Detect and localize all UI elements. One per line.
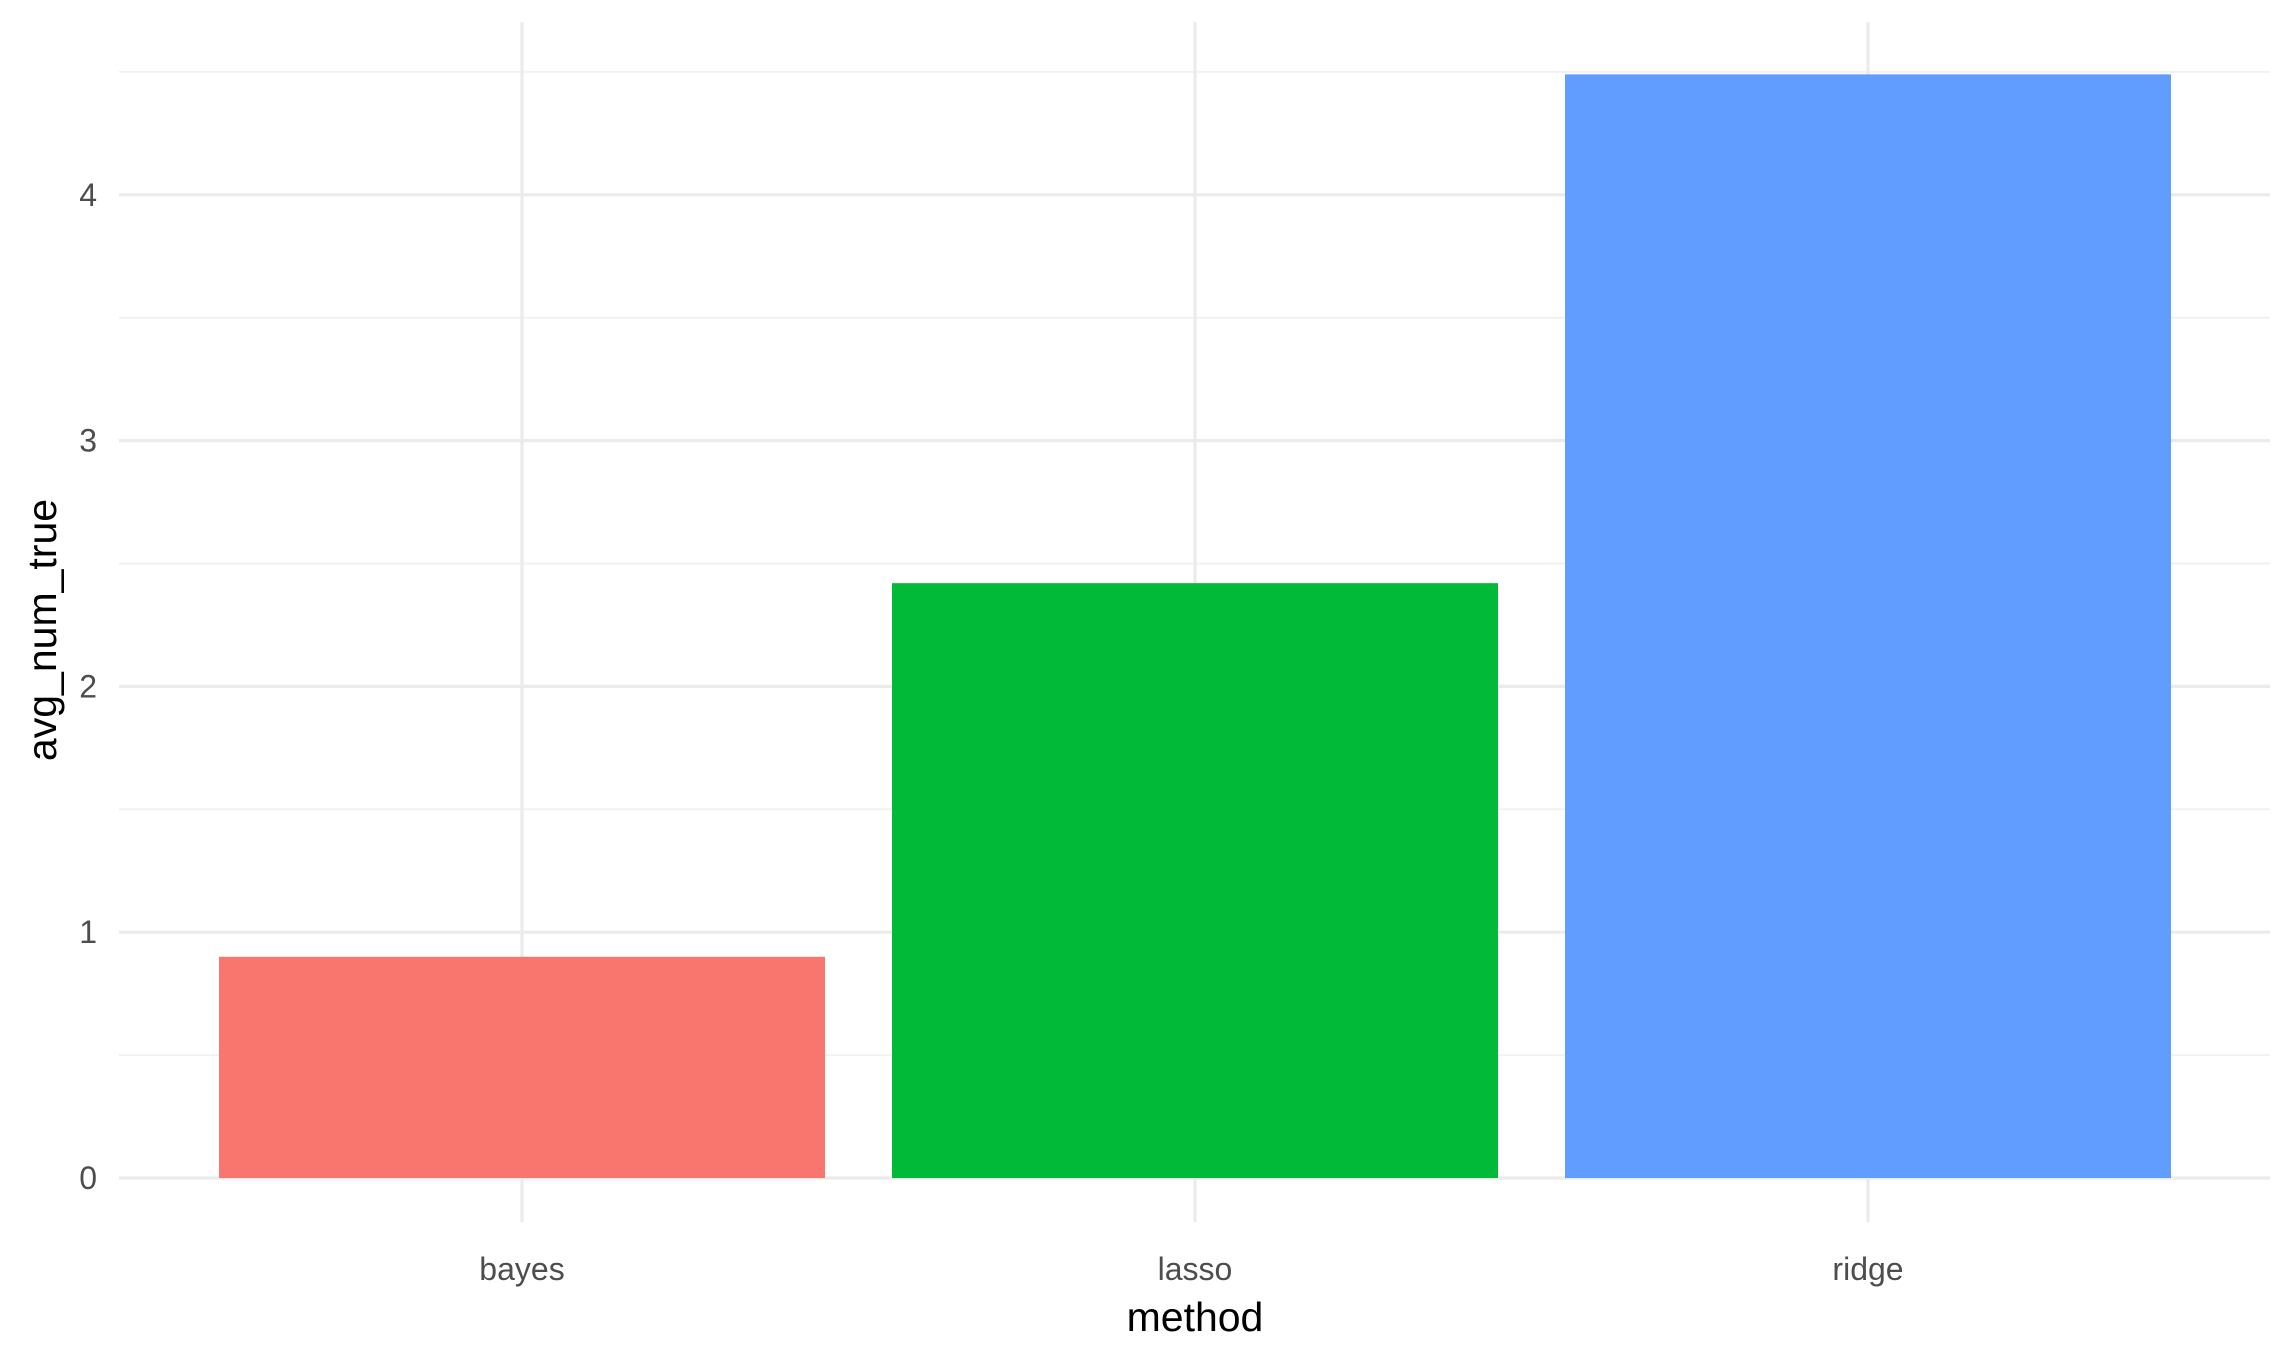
y-tick-label: 2 [79, 668, 97, 704]
y-axis-title: avg_num_true [19, 499, 65, 761]
y-tick-label: 3 [79, 423, 97, 459]
bar-ridge [1565, 74, 2171, 1178]
y-axis-ticks: 0 1 2 3 4 [79, 177, 97, 1196]
bars-layer [219, 74, 2171, 1178]
x-tick-label: bayes [479, 1251, 564, 1287]
bar-bayes [219, 956, 825, 1178]
x-tick-label: lasso [1158, 1251, 1233, 1287]
x-axis-title: method [1127, 1294, 1264, 1340]
x-tick-label: ridge [1832, 1251, 1903, 1287]
y-tick-label: 0 [79, 1160, 97, 1196]
y-tick-label: 4 [79, 177, 97, 213]
bar-lasso [892, 583, 1498, 1178]
x-axis-ticks: bayes lasso ridge [479, 1251, 1903, 1287]
y-tick-label: 1 [79, 914, 97, 950]
